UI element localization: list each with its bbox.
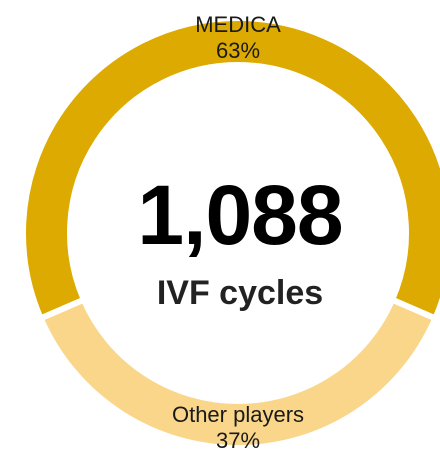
- center-value: 1,088: [137, 168, 342, 262]
- center-label: IVF cycles: [157, 274, 323, 312]
- donut-segment: [36, 295, 440, 451]
- segment-label: Other players: [172, 402, 304, 427]
- segment-value-label: 37%: [216, 428, 260, 453]
- segment-label: MEDICA: [195, 12, 281, 37]
- donut-segment: [20, 15, 440, 323]
- segment-value-label: 63%: [216, 38, 260, 63]
- ring: [20, 15, 440, 451]
